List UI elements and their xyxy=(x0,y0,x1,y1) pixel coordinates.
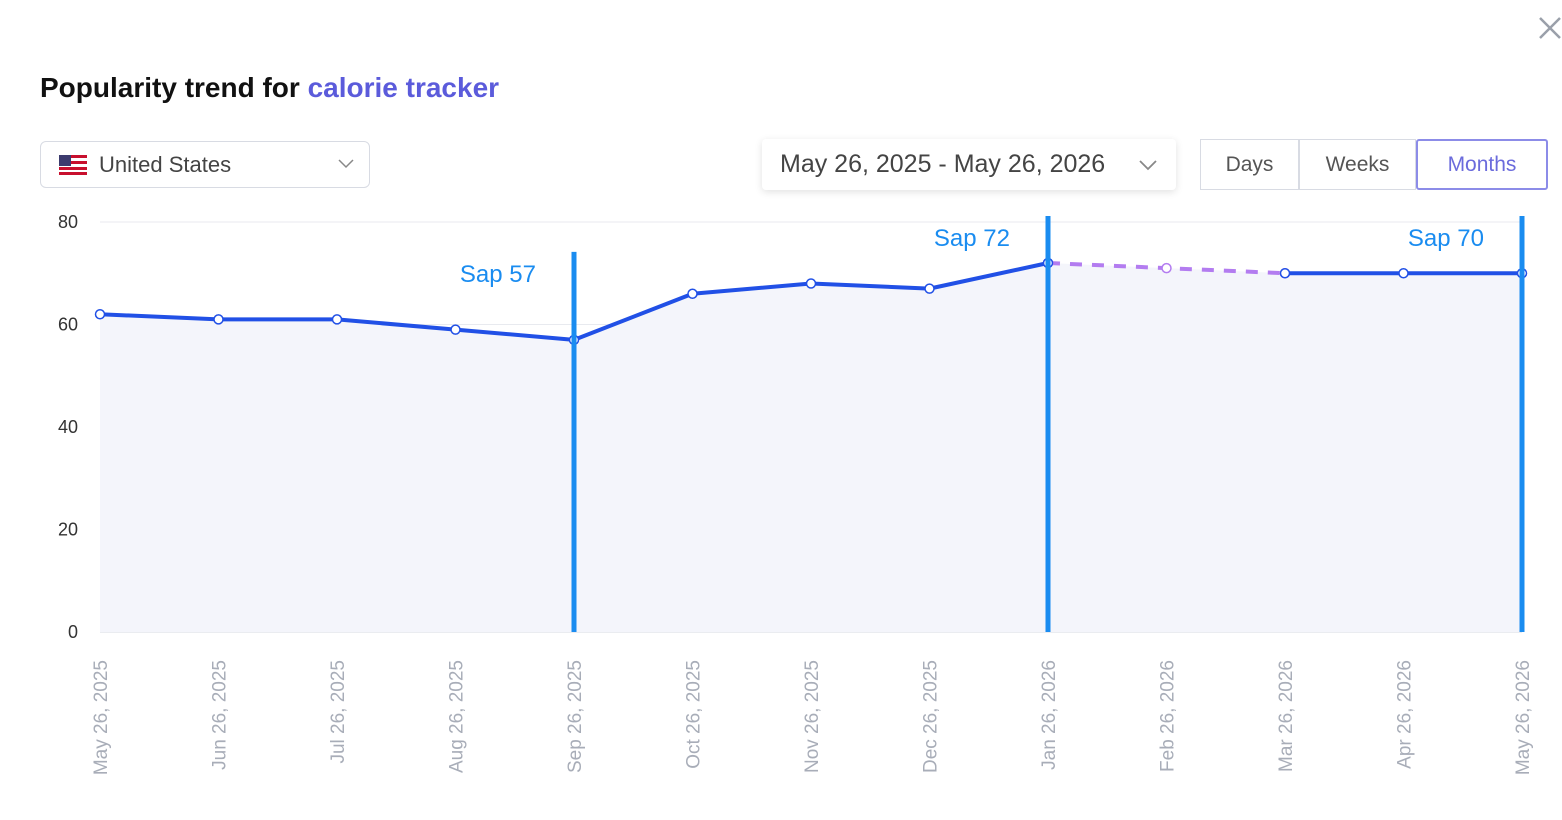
granularity-group: Days Weeks Months xyxy=(1200,139,1548,190)
title-text: Popularity trend for xyxy=(40,72,300,103)
point xyxy=(331,314,343,325)
y-tick-label: 20 xyxy=(58,520,78,540)
annotation-label: Sap 70 xyxy=(1408,225,1484,252)
x-tick-label: Aug 26, 2025 xyxy=(447,660,468,773)
point xyxy=(805,278,817,289)
y-tick-label: 40 xyxy=(58,417,78,437)
x-tick-label: Mar 26, 2026 xyxy=(1276,660,1297,772)
y-tick-label: 80 xyxy=(58,212,78,232)
area xyxy=(100,263,1522,632)
chevron xyxy=(1139,160,1157,171)
granularity-button[interactable]: Months xyxy=(1416,139,1548,190)
point xyxy=(213,314,224,325)
x-tick-label: Dec 26, 2025 xyxy=(921,660,942,773)
granularity-button[interactable]: Weeks xyxy=(1299,139,1416,190)
point xyxy=(94,309,106,320)
point xyxy=(450,324,461,335)
date-range-select[interactable]: May 26, 2025 - May 26, 2026 xyxy=(762,139,1176,190)
annotation-label: Sap 57 xyxy=(460,261,536,288)
point xyxy=(1398,268,1409,279)
x-tick-label: Jan 26, 2026 xyxy=(1039,660,1060,770)
point xyxy=(1161,262,1172,274)
title: Popularity trend for calorie tracker xyxy=(40,72,499,104)
point xyxy=(1279,268,1291,279)
granularity-button[interactable]: Days xyxy=(1200,139,1299,190)
country: United States xyxy=(99,151,232,177)
chart: 0 20 40 60 80 May 26, 2025 Jun 26, 2025 Jul 26,… xyxy=(58,212,1534,775)
x-tick-label: Oct 26, 2025 xyxy=(684,660,705,769)
keyword: calorie tracker xyxy=(307,72,500,103)
y-tick-label: 0 xyxy=(68,622,78,642)
annotation-label: Sap 72 xyxy=(934,225,1010,252)
x-tick-label: Nov 26, 2025 xyxy=(802,660,823,773)
x-tick-label: Jul 26, 2025 xyxy=(328,660,349,764)
point xyxy=(924,283,935,294)
flag xyxy=(59,154,87,175)
y-tick-label: 60 xyxy=(58,315,78,335)
x-tick-label: Apr 26, 2026 xyxy=(1395,660,1416,769)
x-tick-label: May 26, 2026 xyxy=(1513,660,1534,775)
x-tick-label: May 26, 2025 xyxy=(91,660,112,775)
chevron xyxy=(338,159,354,169)
point xyxy=(687,288,698,299)
close-icon[interactable] xyxy=(1536,14,1562,42)
x-tick-label: Feb 26, 2026 xyxy=(1158,660,1179,772)
country-select[interactable]: United States xyxy=(40,141,370,188)
date-range: May 26, 2025 - May 26, 2026 xyxy=(780,150,1106,178)
x-tick-label: Jun 26, 2025 xyxy=(210,660,231,770)
x-tick-label: Sep 26, 2025 xyxy=(565,660,586,773)
